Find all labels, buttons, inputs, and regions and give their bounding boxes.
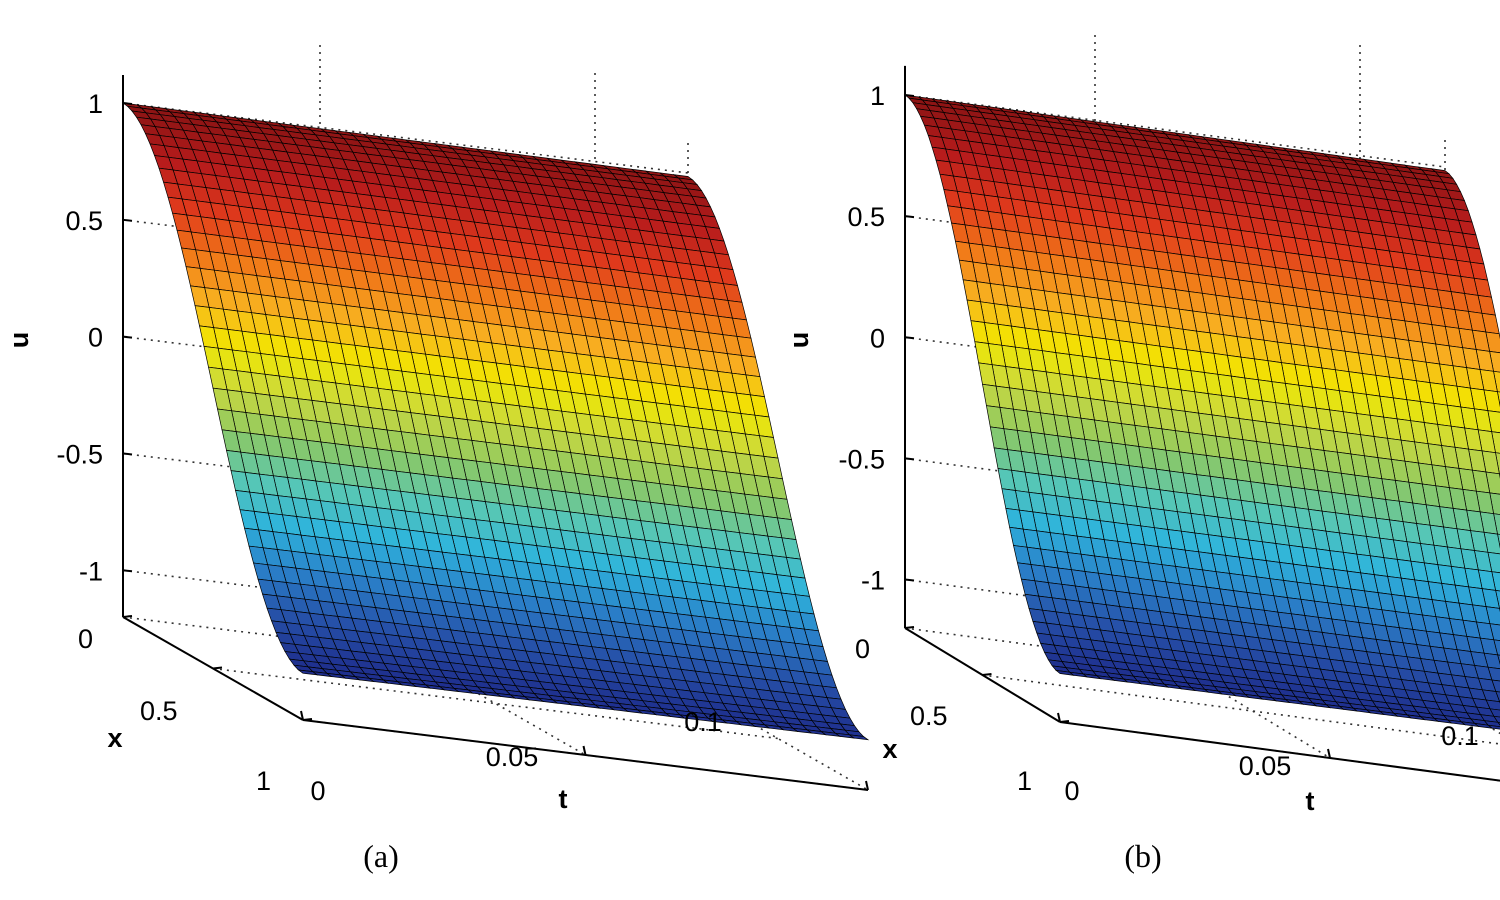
x-tick-mark [1059,720,1070,723]
panel-b-z-tick-1: 1 [870,81,885,111]
panel-b-x-axis-label: x [882,734,897,764]
panel-b-z-tick--1: -1 [861,566,885,596]
x-tick-mark [904,626,915,629]
t-tick-mark [865,780,869,791]
panel-b-x-tick-0.5: 0.5 [910,701,948,731]
panel-a-z-tick--1: -1 [79,556,103,586]
panel-b-surface [903,94,1500,730]
panel-b-t-tick-0.1: 0.1 [1441,721,1479,751]
panel-a-t-tick-0.1: 0.1 [684,707,722,737]
panel-a-z-axis-label: u [4,332,34,349]
x-tick-mark [302,718,313,721]
z-tick-mark [122,102,133,105]
panel-b-z-tick-0: 0 [870,323,885,353]
x-tick-mark [212,666,223,670]
panel-b-t-axis-label: t [1306,786,1315,816]
panel-b-x-tick-1: 1 [1017,766,1032,796]
panel-a-x-tick-0: 0 [78,624,93,654]
panel-b-t-tick-0.05: 0.05 [1239,751,1292,781]
z-tick-mark [122,569,133,573]
z-tick-mark [904,578,915,582]
panel-b-x-tick-0: 0 [855,634,870,664]
panel-a-t-tick-0.05: 0.05 [486,742,539,772]
panel-b-z-tick-0.5: 0.5 [847,202,885,232]
panel-b-z-tick--0.5: -0.5 [838,444,885,474]
panel-a-z-tick-1: 1 [88,89,103,119]
panel-a-z-tick-0.5: 0.5 [65,206,103,236]
panel-b-caption: (b) [1124,838,1161,874]
panel-a-t-tick-0: 0 [310,776,325,806]
z-tick-mark [904,94,915,97]
panel-b-t-tick-0: 0 [1064,776,1079,806]
z-tick-mark [904,215,915,219]
panel-b-surface-plot: 1 0.5 0 -0.5 -1 0 0.5 1 0 0.05 0.1 u x t… [784,35,1500,874]
panel-a-caption: (a) [363,838,399,874]
t-tick-mark [582,745,587,756]
z-tick-mark [122,218,133,222]
z-tick-mark [122,452,133,456]
panel-a-x-tick-0.5: 0.5 [140,696,178,726]
z-tick-mark [904,336,915,340]
panel-b-z-axis-label: u [784,332,814,349]
panel-a-z-tick-0: 0 [88,323,103,353]
panel-a-x-axis-label: x [107,723,122,753]
x-tick-mark [122,615,133,618]
x-tick-mark [982,673,992,676]
panel-a-x-tick-1: 1 [256,766,271,796]
panel-a-t-axis-label: t [559,784,568,814]
t-tick-mark [1327,748,1331,759]
panel-a-surface [121,102,870,741]
panel-a-surface-plot: 1 0.5 0 -0.5 -1 0 0.5 1 0 0.05 0.1 u x t… [4,45,870,874]
z-tick-mark [904,457,915,461]
panel-a-z-tick--0.5: -0.5 [56,439,103,469]
z-tick-mark [122,335,133,339]
